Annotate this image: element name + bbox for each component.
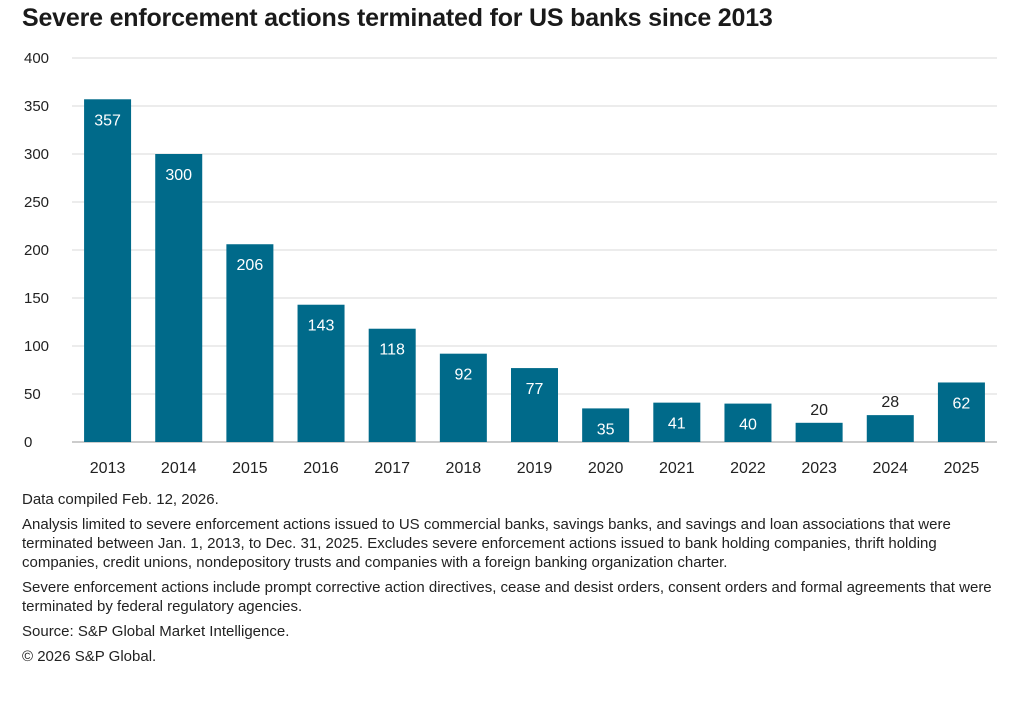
y-tick-label: 250 [24, 194, 49, 211]
note-compiled: Data compiled Feb. 12, 2026. [22, 491, 219, 508]
bar [937, 382, 985, 442]
chart-title: Severe enforcement actions terminated fo… [22, 4, 773, 32]
chart-notes: Data compiled Feb. 12, 2026. Analysis li… [22, 490, 1002, 672]
bar [155, 154, 203, 442]
y-tick-label: 300 [24, 146, 49, 163]
data-label: 118 [379, 342, 405, 359]
data-label: 206 [237, 257, 264, 274]
data-label: 35 [597, 421, 615, 438]
y-tick-label: 50 [24, 386, 41, 403]
x-tick-label: 2025 [944, 460, 980, 477]
bar [653, 402, 701, 442]
x-tick-label: 2024 [872, 460, 908, 477]
note-definition: Severe enforcement actions include promp… [22, 579, 992, 615]
x-tick-label: 2016 [303, 460, 339, 477]
x-tick-label: 2018 [446, 460, 482, 477]
data-label: 143 [308, 318, 335, 335]
data-label: 77 [526, 381, 544, 398]
bar [297, 304, 345, 442]
y-tick-label: 100 [24, 338, 49, 355]
bar [582, 408, 630, 442]
bar [84, 99, 132, 442]
bar [724, 403, 772, 442]
x-tick-label: 2015 [232, 460, 268, 477]
bar [511, 368, 558, 442]
note-source: Source: S&P Global Market Intelligence. [22, 623, 290, 640]
data-label: 28 [881, 394, 899, 411]
bar [866, 415, 914, 442]
bar [795, 422, 843, 442]
data-label: 300 [165, 167, 192, 184]
x-tick-label: 2017 [374, 460, 410, 477]
data-label: 62 [953, 395, 971, 412]
bar [226, 244, 274, 442]
note-analysis: Analysis limited to severe enforcement a… [22, 516, 951, 571]
bar [439, 353, 487, 442]
data-label: 92 [454, 367, 472, 384]
x-tick-label: 2023 [801, 460, 837, 477]
bar [368, 328, 416, 442]
bar-chart: 0 50 100 150 200 250 300 350 400 357 2013 300 2014 20… [24, 50, 997, 477]
data-label: 40 [739, 417, 757, 434]
x-tick-label: 2019 [517, 460, 553, 477]
x-tick-label: 2013 [90, 460, 126, 477]
y-tick-label: 350 [24, 98, 49, 115]
note-copyright: © 2026 S&P Global. [22, 648, 157, 665]
data-label: 41 [668, 416, 686, 433]
x-tick-label: 2014 [161, 460, 197, 477]
x-tick-label: 2021 [659, 460, 695, 477]
y-tick-label: 150 [24, 290, 49, 307]
data-label: 357 [94, 112, 121, 129]
y-tick-label: 0 [24, 434, 32, 451]
x-tick-label: 2020 [588, 460, 624, 477]
data-label: 20 [810, 402, 828, 419]
y-tick-label: 200 [24, 242, 49, 259]
x-tick-label: 2022 [730, 460, 766, 477]
y-tick-label: 400 [24, 50, 49, 67]
